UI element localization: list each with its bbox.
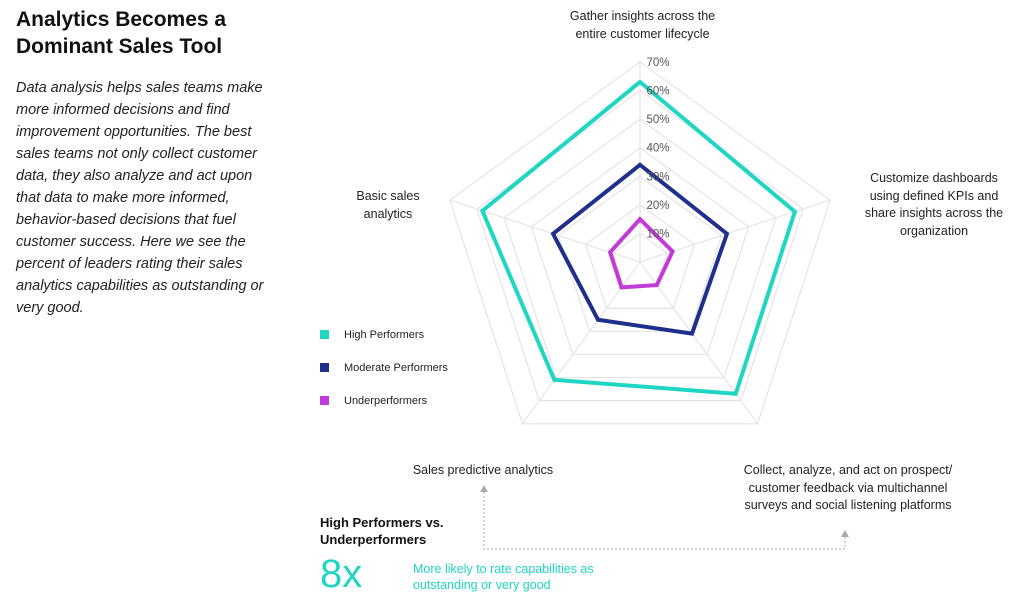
axis-label-customize-dashboards: Customize dashboards using defined KPIs …	[864, 171, 1004, 238]
legend-label-moderate: Moderate Performers	[344, 361, 448, 374]
description-text: Data analysis helps sales teams make mor…	[16, 80, 264, 316]
legend-swatch-moderate	[320, 363, 329, 372]
grid-spoke-2	[639, 261, 759, 425]
axis-label-collect-feedback: Collect, analyze, and act on prospect/ c…	[743, 463, 953, 512]
tick-label-60: 60%	[646, 86, 669, 98]
legend-swatch-under	[320, 396, 329, 405]
grid-ring-30	[557, 175, 723, 332]
tick-label-40: 40%	[646, 143, 669, 155]
legend-item-moderate: Moderate Performers	[320, 351, 448, 384]
tick-label-70: 70%	[646, 57, 669, 69]
legend-item-high: High Performers	[320, 318, 448, 351]
grid-ring-70	[449, 61, 831, 425]
tick-label-30: 30%	[646, 171, 669, 183]
axis-label-basic-analytics: Basic sales analytics	[356, 189, 420, 221]
series-polygon-high	[479, 79, 798, 396]
grid-ring-40	[530, 146, 750, 356]
series-polygon-moderate	[550, 162, 730, 336]
series-polygon-under	[607, 216, 676, 290]
radar-grid	[449, 61, 831, 425]
tick-label-10: 10%	[646, 228, 669, 240]
legend-label-high: High Performers	[344, 328, 425, 341]
tick-label-50: 50%	[646, 114, 669, 126]
page-title: Analytics Becomes a Dominant Sales Tool	[16, 8, 227, 58]
axis-pointers	[480, 485, 849, 550]
pointer-arrow-right	[841, 530, 849, 537]
callout-heading: High Performers vs. Underperformers	[320, 515, 444, 547]
pointer-line	[483, 492, 846, 550]
legend-swatch-high	[320, 330, 329, 339]
callout-multiplier: 8x	[320, 552, 363, 596]
axis-label-predictive-analytics: Sales predictive analytics	[412, 463, 554, 477]
grid-ring-20	[584, 204, 696, 309]
legend-label-under: Underperformers	[344, 394, 428, 407]
pointer-arrow-left	[480, 485, 488, 492]
radar-tick-labels: 10% 20% 30% 40% 50% 60% 70%	[646, 57, 669, 240]
grid-ring-50	[503, 118, 777, 379]
tick-label-20: 20%	[646, 200, 669, 212]
chart-legend: High Performers Moderate Performers Unde…	[320, 318, 448, 417]
grid-ring-60	[476, 89, 804, 402]
radar-series	[479, 79, 798, 396]
legend-item-under: Underperformers	[320, 384, 448, 417]
callout-text: More likely to rate capabilities as outs…	[413, 562, 594, 592]
axis-label-gather-insights: Gather insights across the entire custom…	[569, 9, 716, 41]
